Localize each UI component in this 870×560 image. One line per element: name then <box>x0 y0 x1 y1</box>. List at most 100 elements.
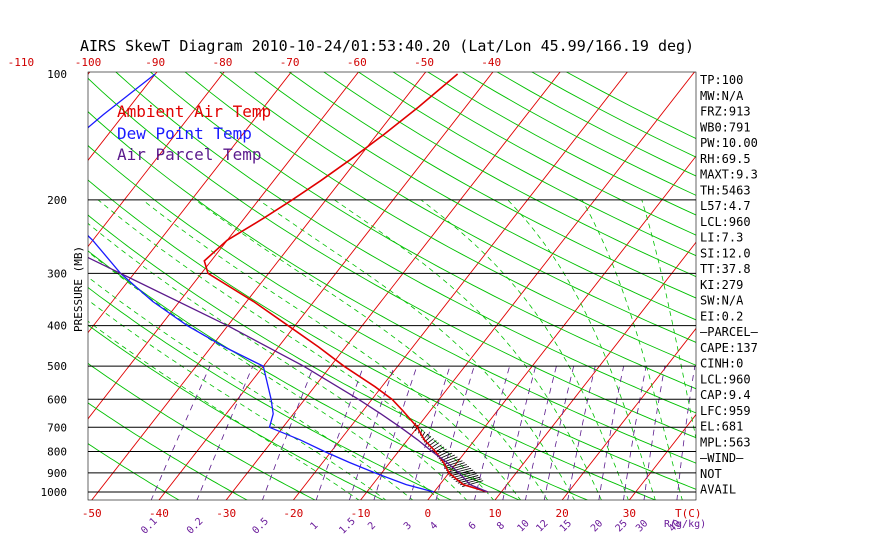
plot-area <box>88 55 870 501</box>
dry-adiabat-line <box>323 72 696 278</box>
mixing-ratio-tick-label: 10 <box>515 518 531 534</box>
cape-hatch-line <box>441 456 458 464</box>
mixing-ratio-line <box>150 366 211 500</box>
dry-adiabat-line <box>88 77 696 439</box>
pressure-tick-label: 400 <box>47 320 67 333</box>
dry-adiabat-line <box>149 72 696 390</box>
mixing-ratio-tick-label: 8 <box>495 520 507 532</box>
mixing-ratio-tick-label: 3 <box>402 520 414 532</box>
isotherm-line <box>561 327 696 500</box>
moist-adiabat-line <box>88 276 414 500</box>
dry-adiabat-line <box>219 72 696 343</box>
dry-adiabat-line <box>88 145 696 490</box>
cape-hatch-line <box>442 458 461 466</box>
cape-hatch-line <box>415 424 419 432</box>
stability-index: LCL:960 <box>700 215 751 229</box>
mixing-ratio-line <box>676 366 696 500</box>
stability-index: SI:12.0 <box>700 246 751 260</box>
dry-adiabat-line <box>288 72 696 299</box>
mixing-ratio-line <box>543 366 575 500</box>
isotherm-line <box>763 55 870 501</box>
cape-hatch-line <box>411 422 417 429</box>
cape-hatch-line <box>453 473 477 481</box>
stability-index: —WIND— <box>700 451 744 465</box>
dry-adiabat-line <box>88 362 316 500</box>
mixing-ratio-line <box>315 366 364 500</box>
isotherm-line <box>628 413 696 500</box>
moist-adiabat-line <box>88 320 360 500</box>
moist-adiabat-line <box>88 251 441 500</box>
cape-hatch-line <box>451 471 475 479</box>
stability-index: TT:37.8 <box>700 262 751 276</box>
dry-adiabat-line <box>88 111 696 464</box>
cape-hatch-line <box>449 469 474 477</box>
moist-adiabat-line <box>641 199 696 441</box>
dry-adiabat-line <box>115 72 696 414</box>
mixing-ratio-grid <box>150 366 696 500</box>
dry-adiabat-line <box>88 214 589 500</box>
mixing-ratio-tick-label: 6 <box>467 520 479 532</box>
air-parcel-temp-line <box>88 256 489 493</box>
mixing-ratio-line <box>262 366 315 500</box>
bottom-temp-tick-label: -20 <box>283 507 303 520</box>
stability-index: AVAIL <box>700 483 736 497</box>
stability-index: PW:10.00 <box>700 136 758 150</box>
isotherm-line <box>88 72 158 162</box>
cape-hatch-line <box>447 466 470 473</box>
pressure-tick-label: 900 <box>47 467 67 480</box>
dry-adiabat-line <box>496 72 696 177</box>
mixing-ratio-tick-label: 30 <box>634 518 650 534</box>
top-temp-tick-label: -80 <box>213 56 233 69</box>
mixing-ratio-tick-label: 2 <box>366 520 378 532</box>
bottom-temp-tick-label: -30 <box>216 507 236 520</box>
isotherm-line <box>158 72 494 500</box>
isotherm-line <box>427 155 696 500</box>
bottom-temp-tick-label: 20 <box>556 507 569 520</box>
stability-index: SW:N/A <box>700 294 744 308</box>
moist-adiabat-line <box>142 199 522 500</box>
dry-adiabat-line <box>392 72 696 236</box>
moist-adiabat-line <box>88 299 387 500</box>
pressure-tick-label: 500 <box>47 360 67 373</box>
mixing-ratio-tick-label: 0.5 <box>250 516 271 537</box>
mixing-ratio-line <box>643 366 666 500</box>
pressure-tick-label: 600 <box>47 393 67 406</box>
cape-hatch-line <box>444 460 463 468</box>
pressure-tick-label: 200 <box>47 194 67 207</box>
dry-adiabat-line <box>253 72 696 321</box>
pressure-tick-label: 1000 <box>41 486 68 499</box>
bottom-axis-unit: T(C) <box>675 507 702 520</box>
cape-hatch-line <box>447 467 472 475</box>
top-temp-tick-label: -50 <box>414 56 434 69</box>
stability-index: TP:100 <box>700 73 743 87</box>
bottom-temp-tick-label: 10 <box>488 507 501 520</box>
isotherm-grid <box>88 55 870 501</box>
pressure-tick-labels: 100 200 300 400 500 600 700 800 900 1000 <box>41 68 68 499</box>
stability-index: CAP:9.4 <box>700 388 751 402</box>
stability-index: MW:N/A <box>700 89 744 103</box>
isotherm-line <box>494 241 696 500</box>
top-temp-tick-label: -40 <box>481 56 501 69</box>
ambient-air-temp-line <box>203 73 489 493</box>
cape-hatch-line <box>446 464 467 471</box>
cape-hatch-line <box>445 462 465 470</box>
moist-adiabat-line <box>258 199 575 500</box>
stability-index: LCL:960 <box>700 372 751 386</box>
stability-index: EI:0.2 <box>700 309 743 323</box>
dry-adiabat-line <box>88 179 657 500</box>
top-temp-tick-label: -100 <box>75 56 102 69</box>
stability-index: LI:7.3 <box>700 231 743 245</box>
moist-adiabat-line <box>88 222 468 500</box>
mixing-ratio-tick-label: 1 <box>308 520 320 532</box>
mixing-ratio-line <box>196 366 254 500</box>
moist-adiabat-line <box>194 199 548 500</box>
mixing-ratio-line <box>349 366 395 500</box>
legend-air-parcel-temp: Air Parcel Temp <box>117 145 262 164</box>
dry-adiabat-line <box>88 250 521 500</box>
stability-index: KI:279 <box>700 278 743 292</box>
dry-adiabat-line <box>427 72 696 216</box>
stability-index: WB0:791 <box>700 120 751 134</box>
isotherm-line <box>88 72 360 420</box>
moist-adiabat-line <box>334 199 602 500</box>
